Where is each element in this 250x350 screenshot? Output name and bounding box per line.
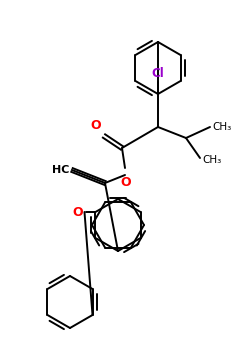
Text: Cl: Cl: [152, 67, 164, 80]
Text: O: O: [121, 176, 131, 189]
Text: O: O: [90, 119, 101, 132]
Text: CH₃: CH₃: [212, 122, 231, 132]
Text: HC: HC: [52, 165, 69, 175]
Text: O: O: [73, 205, 84, 218]
Text: CH₃: CH₃: [202, 155, 221, 165]
